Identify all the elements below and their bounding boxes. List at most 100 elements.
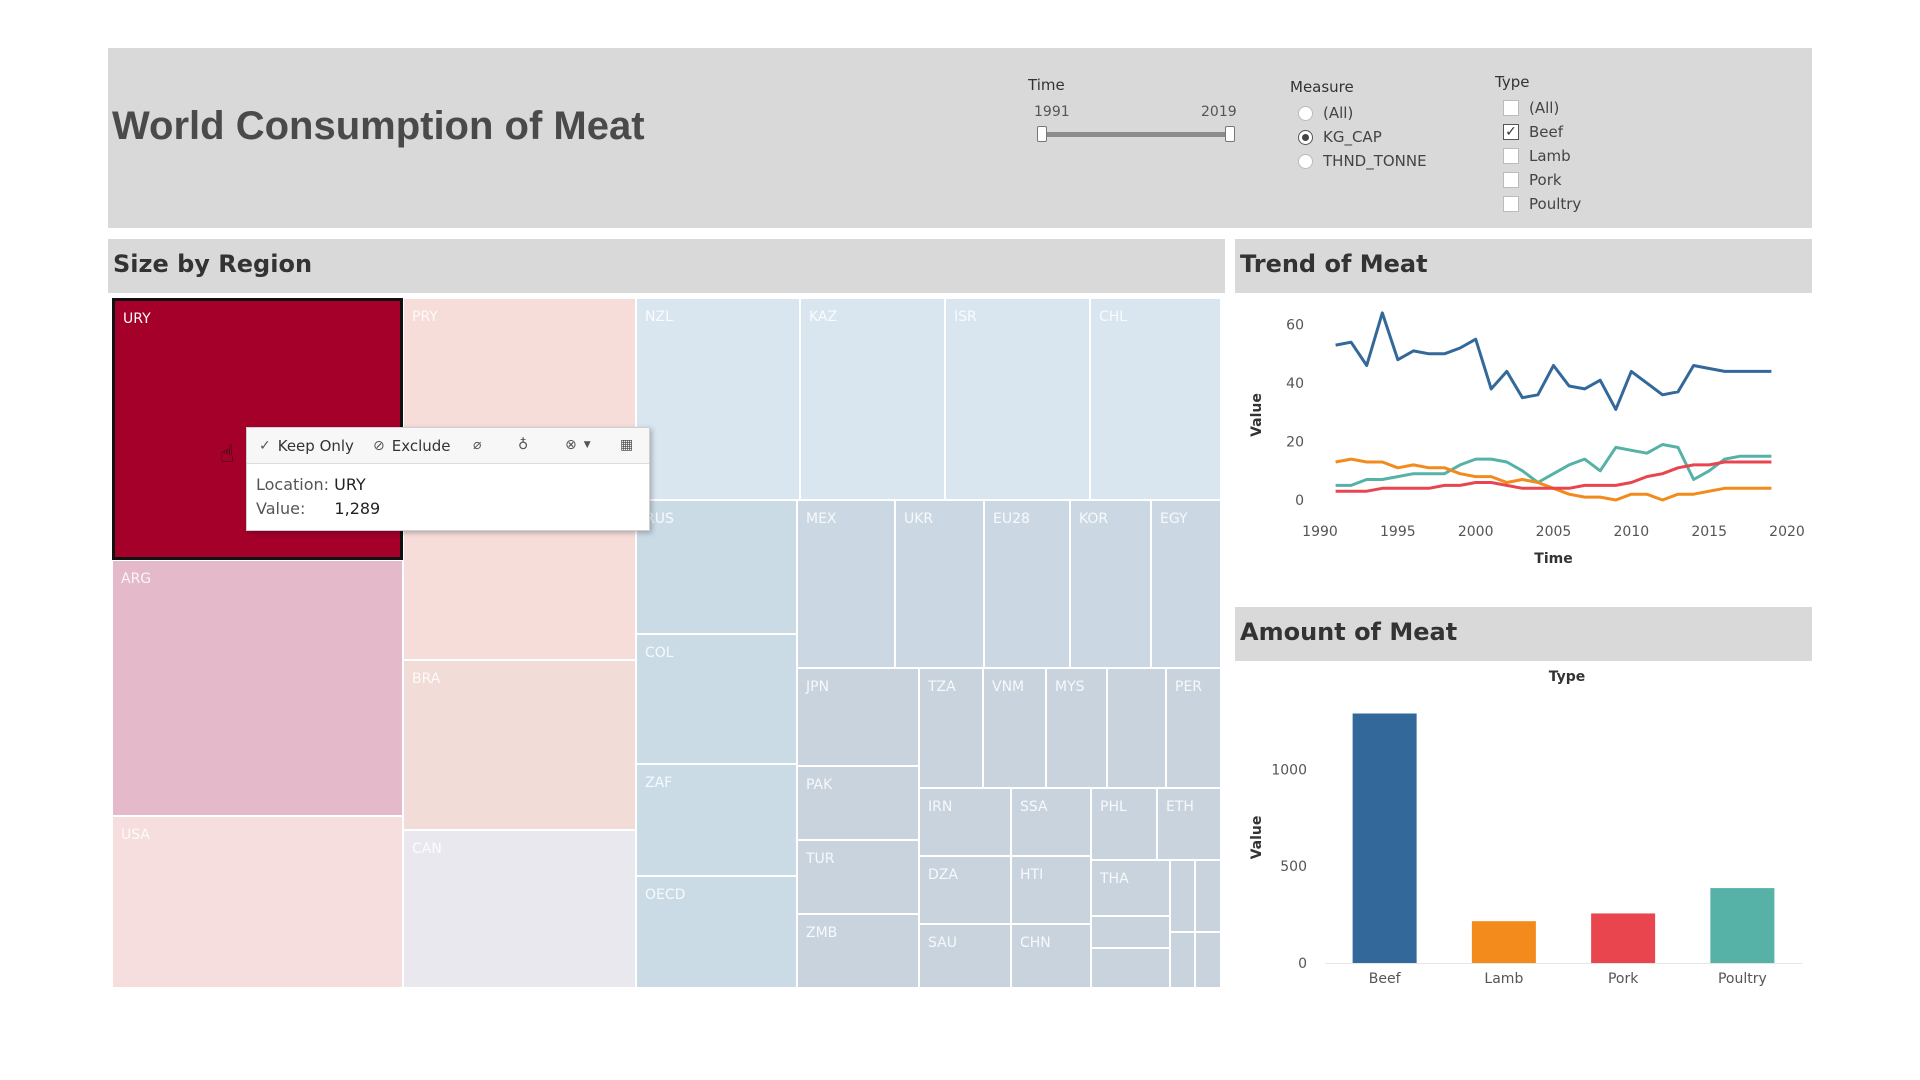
time-slider-min-handle[interactable] [1037, 126, 1047, 142]
trend-panel-header: Trend of Meat [1235, 239, 1812, 293]
bar-pork[interactable] [1591, 913, 1656, 963]
treemap-cell-mex[interactable]: MEX [797, 500, 895, 668]
treemap-cell-dza[interactable]: DZA [919, 856, 1011, 924]
treemap-cell-ukr[interactable]: UKR [895, 500, 984, 668]
treemap-cell-label: ARG [121, 571, 152, 587]
treemap-cell-egy[interactable]: EGY [1151, 500, 1221, 668]
tooltip-location-value: URY [334, 475, 366, 494]
dashboard-header: World Consumption of Meat Time 1991 2019… [108, 48, 1812, 228]
treemap-cell-eu28[interactable]: EU28 [984, 500, 1070, 668]
create-set-button[interactable]: ♁ [518, 437, 535, 453]
x-tick-label: 1990 [1302, 524, 1338, 540]
treemap-cell-vnm[interactable]: VNM [983, 668, 1046, 788]
type-option-pork[interactable]: Pork [1503, 171, 1562, 189]
time-range-slider[interactable] [1041, 132, 1231, 137]
type-option-label: Lamb [1529, 147, 1571, 165]
treemap-cell-tur[interactable]: TUR [797, 840, 919, 914]
tooltip-value-value: 1,289 [334, 499, 381, 518]
treemap-cell-label: TZA [928, 679, 956, 695]
type-option-label: Poultry [1529, 195, 1582, 213]
treemap-cell-chn[interactable]: CHN [1011, 924, 1091, 988]
checkbox-icon [1503, 172, 1519, 188]
set-actions-dropdown[interactable]: ⊗ ▼ [565, 437, 598, 453]
time-slider-max-handle[interactable] [1225, 126, 1235, 142]
amount-panel-title: Amount of Meat [1240, 618, 1458, 646]
treemap-cell-hti[interactable]: HTI [1011, 856, 1091, 924]
treemap-cell-arg[interactable]: ARG [112, 560, 403, 816]
treemap-cell-unlabeled[interactable] [1195, 932, 1221, 988]
treemap-cell-chl[interactable]: CHL [1090, 298, 1221, 500]
measure-option-kg-cap[interactable]: KG_CAP [1298, 128, 1382, 146]
treemap-cell-label: CAN [412, 841, 442, 857]
treemap-cell-oecd[interactable]: OECD [636, 876, 797, 988]
y-tick-label: 0 [1298, 956, 1307, 972]
treemap-cell-nzl[interactable]: NZL [636, 298, 800, 500]
treemap-cell-label: CHN [1020, 935, 1051, 951]
tooltip-location-label: Location: [256, 475, 330, 494]
checkbox-icon [1503, 100, 1519, 116]
treemap-cell-kaz[interactable]: KAZ [800, 298, 945, 500]
checkbox-icon [1503, 196, 1519, 212]
treemap-cell-label: THA [1100, 871, 1129, 887]
series-line-poultry[interactable] [1335, 443, 1772, 487]
category-label: Poultry [1718, 971, 1767, 987]
measure-option-thnd-tonne[interactable]: THND_TONNE [1298, 152, 1427, 170]
treemap-cell-tza[interactable]: TZA [919, 668, 983, 788]
treemap-cell-can[interactable]: CAN [403, 830, 636, 988]
treemap-cell-pak[interactable]: PAK [797, 766, 919, 840]
treemap-cell-phl[interactable]: PHL [1091, 788, 1157, 860]
treemap-cell-kor[interactable]: KOR [1070, 500, 1151, 668]
treemap-cell-label: ETH [1166, 799, 1194, 815]
treemap-cell-usa[interactable]: USA [112, 816, 403, 988]
x-tick-label: 2000 [1458, 524, 1494, 540]
treemap-cell-mys[interactable]: MYS [1046, 668, 1107, 788]
treemap-cell-unlabeled[interactable] [1091, 948, 1170, 988]
x-tick-label: 1995 [1380, 524, 1416, 540]
checkbox-checked-icon: ✓ [1503, 124, 1519, 140]
category-label: Lamb [1484, 971, 1523, 987]
region-panel-title: Size by Region [113, 250, 313, 278]
treemap-cell-label: EU28 [993, 511, 1030, 527]
y-tick-label: 60 [1286, 318, 1304, 334]
measure-option-all[interactable]: (All) [1298, 104, 1353, 122]
series-line-beef[interactable] [1335, 311, 1772, 411]
treemap-cell-ssa[interactable]: SSA [1011, 788, 1091, 856]
treemap-cell-jpn[interactable]: JPN [797, 668, 919, 766]
treemap-cell-per[interactable]: PER [1166, 668, 1221, 788]
treemap-cell-col[interactable]: COL [636, 634, 797, 764]
bar-lamb[interactable] [1471, 921, 1536, 963]
bar-poultry[interactable] [1710, 888, 1775, 963]
type-option-lamb[interactable]: Lamb [1503, 147, 1571, 165]
treemap-cell-irn[interactable]: IRN [919, 788, 1011, 856]
tooltip-value: Value: 1,289 [256, 499, 380, 518]
keep-only-button[interactable]: ✓ Keep Only [259, 437, 354, 455]
treemap-cell-isr[interactable]: ISR [945, 298, 1090, 500]
measure-filter-label: Measure [1290, 78, 1354, 96]
y-axis-label: Value [1249, 816, 1265, 860]
checkbox-icon [1503, 148, 1519, 164]
treemap-cell-unlabeled[interactable] [1195, 860, 1221, 932]
treemap-cell-tha[interactable]: THA [1091, 860, 1170, 916]
treemap-cell-unlabeled[interactable] [1107, 668, 1166, 788]
treemap-cell-unlabeled[interactable] [1170, 860, 1195, 932]
type-option-poultry[interactable]: Poultry [1503, 195, 1581, 213]
treemap-cell-label: CHL [1099, 309, 1128, 325]
treemap-cell-label: DZA [928, 867, 958, 883]
treemap-cell-unlabeled[interactable] [1170, 932, 1195, 988]
treemap-cell-zaf[interactable]: ZAF [636, 764, 797, 876]
keep-only-label: Keep Only [277, 437, 354, 455]
treemap-cell-eth[interactable]: ETH [1157, 788, 1221, 860]
group-members-button[interactable]: ⌀ [473, 437, 488, 453]
treemap-cell-zmb[interactable]: ZMB [797, 914, 919, 988]
treemap-cell-sau[interactable]: SAU [919, 924, 1011, 988]
series-line-pork[interactable] [1335, 460, 1772, 493]
treemap-cell-label: KOR [1079, 511, 1109, 527]
treemap-cell-rus[interactable]: RUS [636, 500, 797, 634]
type-option-beef[interactable]: ✓ Beef [1503, 123, 1563, 141]
treemap-cell-unlabeled[interactable] [1091, 916, 1170, 948]
view-data-button[interactable]: ▦ [620, 437, 640, 453]
exclude-button[interactable]: ⊘ Exclude [373, 437, 451, 455]
bar-beef[interactable] [1352, 713, 1417, 963]
treemap-cell-bra[interactable]: BRA [403, 660, 636, 830]
type-option-all[interactable]: (All) [1503, 99, 1559, 117]
